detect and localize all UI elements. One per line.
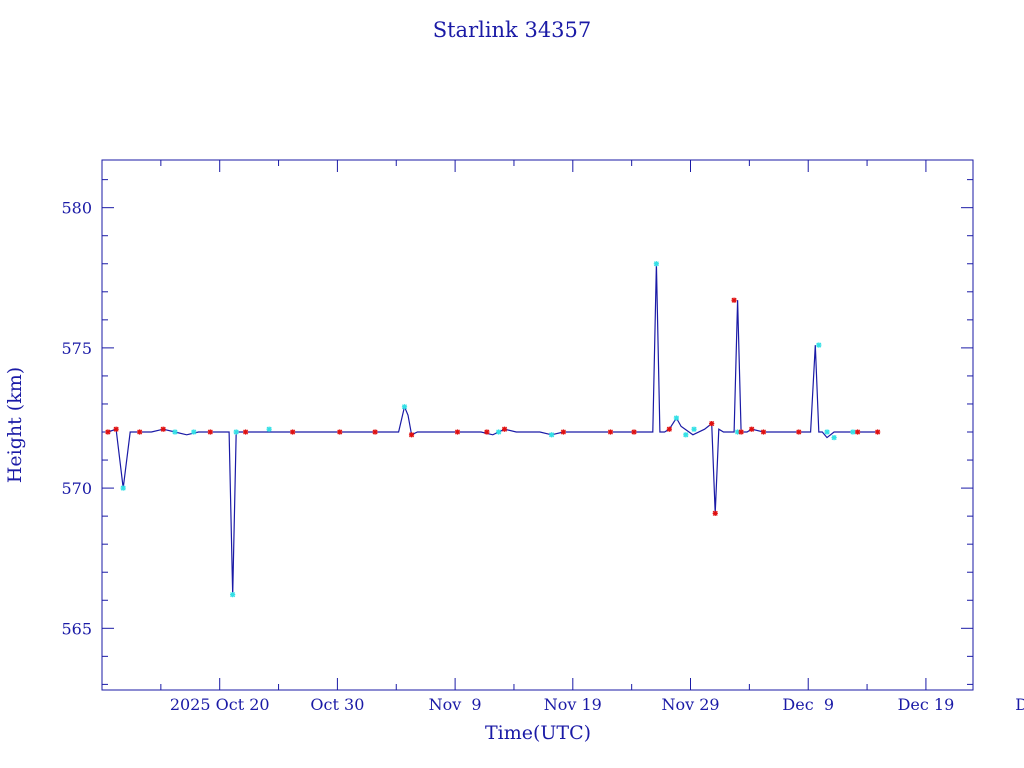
marker-b-point <box>607 429 614 435</box>
marker-b-point <box>796 429 802 435</box>
chart-title: Starlink 34357 <box>433 18 592 42</box>
x-tick-label: Nov 29 <box>661 695 719 714</box>
marker-b-point <box>501 426 508 432</box>
x-tick-label: Oct 30 <box>310 695 364 714</box>
x-tick-label: 2025 Oct 20 <box>170 695 270 714</box>
marker-a-point <box>172 429 178 435</box>
marker-b-point <box>631 429 637 435</box>
y-axis-label: Height (km) <box>4 367 26 483</box>
marker-a-point <box>824 429 830 435</box>
marker-b-point <box>207 429 213 435</box>
marker-a-point <box>816 342 822 348</box>
marker-b-point <box>855 429 861 435</box>
marker-a-point <box>673 415 679 421</box>
marker-a-point <box>120 485 126 491</box>
y-tick-label: 565 <box>61 619 92 638</box>
marker-b-point <box>242 429 249 435</box>
marker-b-point <box>160 426 166 432</box>
marker-a-point <box>850 429 856 435</box>
series-line <box>107 263 878 595</box>
marker-a-point <box>496 429 502 435</box>
marker-b-point <box>760 429 767 435</box>
marker-a-point <box>233 429 239 435</box>
x-axis-label: Time(UTC) <box>485 722 591 744</box>
marker-a-point <box>230 592 236 598</box>
marker-b-point <box>113 426 119 432</box>
marker-a-point <box>691 426 697 432</box>
marker-b-point <box>408 432 415 438</box>
marker-b-point <box>137 429 143 435</box>
axis-tick-labels: 2025 Oct 20 Oct 30 Nov 9 Nov 19 Nov 29 Dec 9 D… <box>61 199 1024 714</box>
marker-a-point <box>549 432 555 438</box>
x-tick-label: Dec 9 <box>782 695 834 714</box>
marker-a-point <box>831 435 837 441</box>
marker-a-point <box>653 261 659 267</box>
marker-b-point <box>454 429 461 435</box>
marker-b-point <box>749 426 755 432</box>
marker-b-point <box>875 429 881 435</box>
x-tick-label: Nov 9 <box>429 695 482 714</box>
marker-b-point <box>484 429 490 435</box>
marker-a-point <box>401 404 408 410</box>
y-tick-label: 570 <box>61 479 92 498</box>
plot-frame <box>101 159 974 691</box>
marker-a-point <box>266 426 272 432</box>
axis-ticks <box>102 160 973 690</box>
x-tick-label: Nov 19 <box>544 695 602 714</box>
y-tick-label: 575 <box>61 339 92 358</box>
marker-b-point <box>372 429 378 435</box>
marker-b-point <box>560 429 566 435</box>
x-tick-label: Dec 29 <box>1015 695 1024 714</box>
series-layer <box>107 263 878 595</box>
marker-b-point <box>709 420 715 427</box>
marker-b-point <box>666 426 672 432</box>
marker-b-point <box>337 429 343 435</box>
marker-b-point <box>105 429 111 435</box>
marker-layer <box>105 261 881 598</box>
marker-b-point <box>731 297 737 303</box>
marker-b-point <box>738 429 744 435</box>
marker-a-point <box>191 429 197 435</box>
x-tick-label: Dec 19 <box>898 695 955 714</box>
y-tick-label: 580 <box>61 199 92 218</box>
marker-a-point <box>683 432 689 438</box>
marker-b-point <box>290 429 296 435</box>
marker-b-point <box>712 510 718 516</box>
